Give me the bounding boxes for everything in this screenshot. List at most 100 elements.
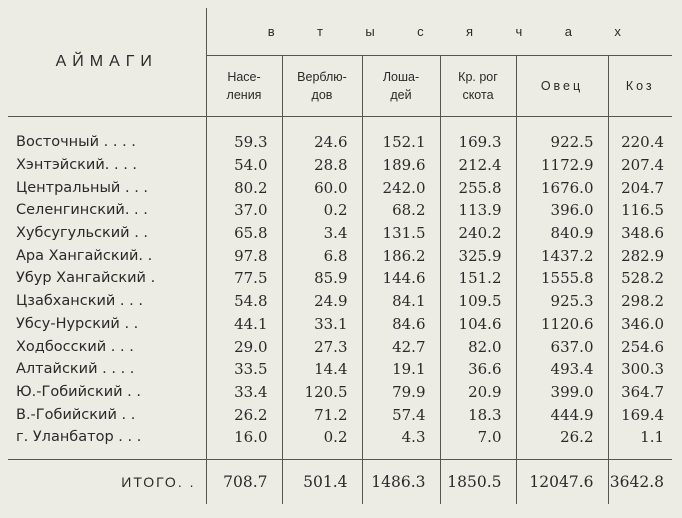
cell-goats: 116.5 [621,201,665,220]
cell-population: 77.5 [206,267,283,290]
table-row: Селенгинский. . . 37.0 0.2 68.2 113.9 396.0 11… [8,199,672,222]
total-camels: 501.4 [282,458,363,504]
cell-population: 44.1 [206,312,283,336]
region-name: Ходбосский . . . [8,335,207,358]
units-letter: т [317,24,323,40]
region-name: Центральный . . . [8,176,207,200]
cell-cattle: 113.9 [440,199,517,222]
cell-sheep: 1555.8 [516,267,609,290]
cell-cattle: 169.3 [440,131,517,154]
cell-goats: 282.9 [621,246,665,265]
cell-camels: 27.3 [282,335,363,358]
cell-horses: 68.2 [362,199,441,222]
total-horses: 1486.3 [362,458,441,504]
column-header-population: Насе-ления [206,55,283,117]
cell-horses: 79.9 [362,380,441,404]
table-row: Центральный . . . 80.2 60.0 242.0 255.8 1676.… [8,176,672,200]
cell-sheep: 840.9 [516,221,609,245]
cell-cattle: 82.0 [440,335,517,358]
table-row: г. Уланбатор . . . 16.0 0.2 4.3 7.0 26.2 1.1 [8,425,672,449]
cell-sheep: 444.9 [516,403,609,426]
table-row: Убсу-Нурский . . 44.1 33.1 84.6 104.6 1120.6 3… [8,312,672,336]
cell-horses: 57.4 [362,403,441,426]
cell-population: 80.2 [206,176,283,200]
units-letter: ч [515,24,523,40]
cell-camels: 14.4 [282,357,363,381]
cell-horses: 84.6 [362,312,441,336]
units-letter: х [614,24,621,40]
table-row: Восточный . . . . 59.3 24.6 152.1 169.3 922.5… [8,131,672,154]
total-goats: 3642.8 [608,458,673,504]
cell-camels: 0.2 [282,425,363,449]
cell-population: 16.0 [206,425,283,449]
cell-goats: 528.2 [621,269,665,288]
table-row: Цзабханский . . . 54.8 24.9 84.1 109.5 925.3 2… [8,289,672,313]
cell-population: 97.8 [206,244,283,268]
cell-cattle: 151.2 [440,267,517,290]
table-row: Алтайский . . . . 33.5 14.4 19.1 36.6 493.4 30… [8,357,672,381]
table-row: Ю.-Гобийский . . 33.4 120.5 79.9 20.9 399.0 36… [8,380,672,404]
total-row: ИТОГО. . 708.7 501.4 1486.3 1850.5 12047.6 364… [8,458,673,504]
table-row: Убур Хангайский . 77.5 85.9 144.6 151.2 1555.… [8,267,672,290]
cell-goats: 300.3 [621,360,665,379]
cell-cattle: 36.6 [440,357,517,381]
total-population: 708.7 [206,458,283,504]
cell-population: 29.0 [206,335,283,358]
cell-population: 65.8 [206,221,283,245]
region-name: Цзабханский . . . [8,289,207,313]
cell-horses: 189.6 [362,153,441,177]
cell-sheep: 1172.9 [516,153,609,177]
cell-camels: 85.9 [282,267,363,290]
cell-camels: 0.2 [282,199,363,222]
cell-sheep: 396.0 [516,199,609,222]
cell-horses: 131.5 [362,221,441,245]
cell-horses: 19.1 [362,357,441,381]
cell-sheep: 493.4 [516,357,609,381]
units-letter: а [564,24,572,40]
units-letter: в [267,24,275,40]
cell-horses: 144.6 [362,267,441,290]
cell-population: 26.2 [206,403,283,426]
cell-cattle: 7.0 [440,425,517,449]
cell-sheep: 26.2 [516,425,609,449]
region-column-header: АЙМАГИ [8,8,207,117]
region-name: Селенгинский. . . [8,199,207,222]
region-name: Алтайский . . . . [8,357,207,381]
livestock-table: АЙМАГИ в т ы с я ч а х Насе-ления Верблю-дов Лоша… [8,8,673,504]
cell-cattle: 20.9 [440,380,517,404]
cell-camels: 6.8 [282,244,363,268]
table-row: В.-Гобийский . . 26.2 71.2 57.4 18.3 444.9 169… [8,403,672,426]
cell-goats: 364.7 [621,382,665,401]
region-name: В.-Гобийский . . [8,403,207,426]
cell-horses: 4.3 [362,425,441,449]
cell-sheep: 399.0 [516,380,609,404]
cell-goats: 204.7 [621,178,665,197]
table-row: Хэнтэйский. . . . 54.0 28.8 189.6 212.4 1172.… [8,153,672,177]
cell-camels: 120.5 [282,380,363,404]
cell-camels: 24.9 [282,289,363,313]
total-label: ИТОГО. . [8,458,207,504]
column-header-goats: Коз [608,55,673,117]
cell-sheep: 1437.2 [516,244,609,268]
cell-goats: 207.4 [621,156,665,175]
cell-sheep: 922.5 [516,131,609,154]
column-header-horses: Лоша-дей [362,55,441,117]
column-header-camels: Верблю-дов [282,55,363,117]
region-name: Хубсугульский . . [8,221,207,245]
cell-goats: 348.6 [621,224,665,243]
cell-population: 54.8 [206,289,283,313]
region-name: г. Уланбатор . . . [8,425,207,449]
cell-goats: 169.4 [621,405,665,424]
cell-sheep: 925.3 [516,289,609,313]
cell-cattle: 255.8 [440,176,517,200]
column-header-cattle: Кр. рог скота [440,55,517,117]
cell-horses: 242.0 [362,176,441,200]
total-sheep: 12047.6 [516,458,609,504]
units-letter: с [417,24,424,40]
table-row: Ходбосский . . . 29.0 27.3 42.7 82.0 637.0 254… [8,335,672,358]
cell-camels: 71.2 [282,403,363,426]
cell-horses: 152.1 [362,131,441,154]
cell-cattle: 109.5 [440,289,517,313]
table-row: Ара Хангайский. . 97.8 6.8 186.2 325.9 1437.2… [8,244,672,268]
